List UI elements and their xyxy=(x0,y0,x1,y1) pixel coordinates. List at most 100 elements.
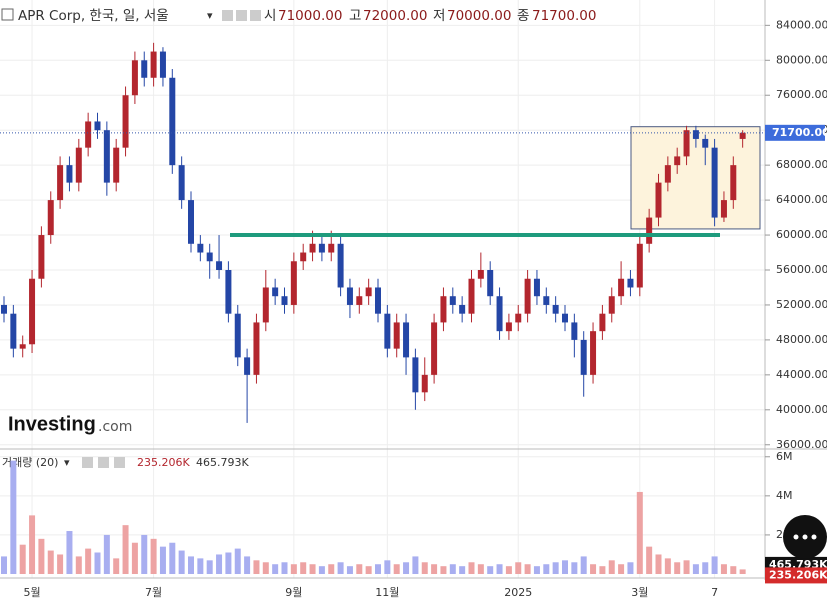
volume-bar xyxy=(122,525,129,574)
y-tick-label: 56000.00 xyxy=(776,263,827,276)
y-tick-label: 80000.00 xyxy=(776,53,827,66)
candle-body xyxy=(375,287,381,314)
close-value: 71700.00 xyxy=(532,8,596,24)
volume-bar xyxy=(505,566,512,574)
volume-bar xyxy=(47,550,54,574)
volume-bar xyxy=(1,556,7,574)
dropdown-icon[interactable]: ▾ xyxy=(207,9,213,22)
candle-body xyxy=(272,287,279,297)
candle-body xyxy=(38,235,45,279)
volume-bar xyxy=(543,564,550,574)
y-tick-label: 6M xyxy=(776,450,793,463)
candle-body xyxy=(290,261,297,305)
candle-body xyxy=(431,322,438,375)
candle-body xyxy=(674,156,681,166)
high-label: 고 xyxy=(349,8,361,24)
high-value: 72000.00 xyxy=(363,8,427,24)
candle-body xyxy=(449,296,456,305)
candle-body xyxy=(188,200,194,244)
volume-bar xyxy=(524,564,531,574)
dropdown-icon[interactable]: ▾ xyxy=(64,456,70,469)
candle-body xyxy=(711,147,718,218)
volume-bar xyxy=(346,566,353,574)
x-tick-label: 3월 xyxy=(631,586,648,599)
candle-body xyxy=(664,165,671,183)
volume-bar xyxy=(403,562,410,574)
candle-body xyxy=(29,278,36,345)
y-tick-label: 52000.00 xyxy=(776,298,827,311)
y-tick-label: 76000.00 xyxy=(776,88,827,101)
open-label: 시 xyxy=(264,8,276,24)
volume-bar xyxy=(66,531,73,574)
volume-bar xyxy=(515,562,522,574)
icon[interactable] xyxy=(114,457,125,468)
icon[interactable] xyxy=(250,10,261,21)
volume-bar xyxy=(440,566,447,574)
menu-button[interactable] xyxy=(783,515,827,559)
candle-body xyxy=(122,95,129,148)
candle-body xyxy=(580,339,587,375)
y-tick-label: 60000.00 xyxy=(776,228,827,241)
low-label: 저 xyxy=(433,8,445,24)
volume-last-label: 235.206K xyxy=(769,568,827,581)
volume-bar xyxy=(131,542,138,574)
candle-body xyxy=(543,296,550,305)
icon[interactable] xyxy=(222,10,233,21)
volume-bar xyxy=(533,566,540,574)
volume-bar xyxy=(468,562,475,574)
candle-body xyxy=(318,243,325,253)
low-value: 70000.00 xyxy=(447,8,511,24)
volume-bar xyxy=(739,569,746,574)
volume-bar xyxy=(225,552,232,574)
volume-bar xyxy=(318,566,325,574)
volume-bar xyxy=(627,562,634,574)
candle-body xyxy=(206,252,213,262)
candle-body xyxy=(57,165,64,201)
candle-body xyxy=(571,322,578,340)
y-tick-label: 4M xyxy=(776,489,793,502)
volume-bar xyxy=(234,548,241,574)
volume-bar xyxy=(197,558,204,574)
volume-bar xyxy=(655,554,662,574)
volume-bar xyxy=(141,534,148,574)
volume-bar xyxy=(646,546,653,574)
icon[interactable] xyxy=(98,457,109,468)
volume-bar xyxy=(150,538,157,574)
volume-bar xyxy=(571,562,578,574)
volume-bar xyxy=(337,562,344,574)
y-tick-label: 36000.00 xyxy=(776,438,827,451)
volume-bar xyxy=(683,560,690,574)
candle-body xyxy=(66,165,73,183)
candle-body xyxy=(225,270,232,314)
candle-body xyxy=(393,322,400,349)
candle-body xyxy=(505,322,512,332)
icon[interactable] xyxy=(236,10,247,21)
candle-body xyxy=(141,60,148,78)
x-tick-label: 9월 xyxy=(285,586,302,599)
volume-bar xyxy=(487,566,494,574)
volume-bar xyxy=(580,556,587,574)
volume-bar xyxy=(692,564,699,574)
candle-body xyxy=(403,322,410,358)
collapse-icon[interactable] xyxy=(1,8,14,21)
candle-body xyxy=(94,121,101,131)
volume-bar xyxy=(477,564,484,574)
volume-bar xyxy=(702,562,709,574)
candle-body xyxy=(1,304,7,314)
volume-bar xyxy=(57,554,64,574)
volume-bar xyxy=(636,491,643,574)
volume-bar xyxy=(94,552,101,574)
candle-body xyxy=(412,357,419,393)
icon[interactable] xyxy=(82,457,93,468)
volume-bar xyxy=(281,562,288,574)
candle-body xyxy=(477,270,484,279)
volume-bar xyxy=(272,564,279,574)
candle-body xyxy=(683,130,690,157)
volume-bar xyxy=(178,550,185,574)
volume-bar xyxy=(459,566,466,574)
volume-bar xyxy=(300,562,307,574)
candle-body xyxy=(300,252,307,262)
candle-body xyxy=(562,313,568,323)
volume-bar xyxy=(103,534,110,574)
candle-body xyxy=(131,60,138,96)
